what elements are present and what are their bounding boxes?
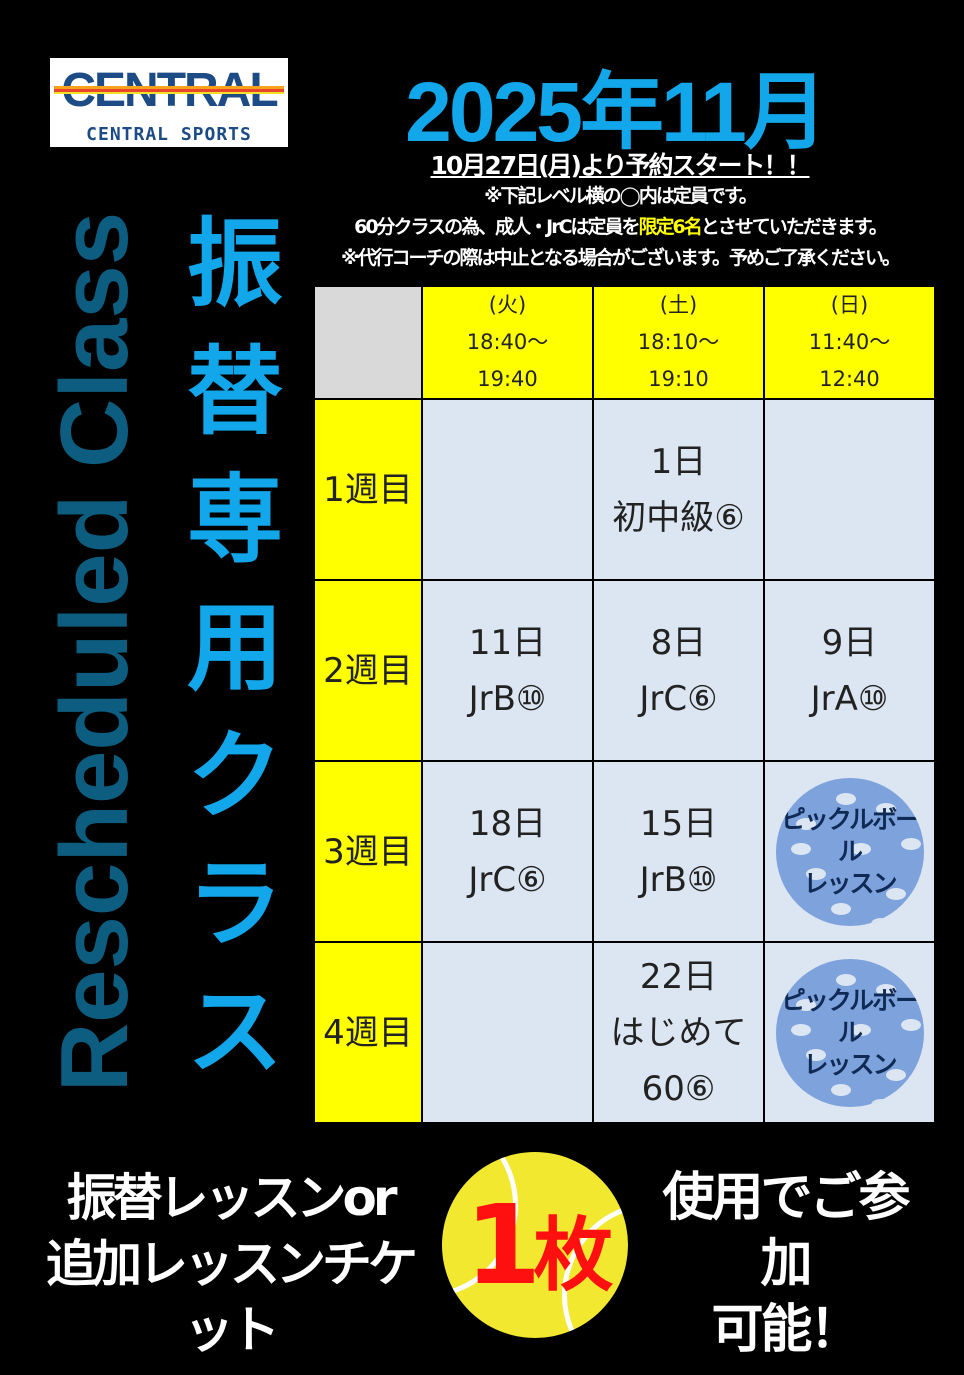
schedule-cell: ピックルボール レッスン — [763, 760, 936, 943]
header-row: (火) 18:40～ 19:40 (土) 18:10～ 19:10 (日) 11:40～ 12:… — [313, 285, 936, 400]
schedule-table: (火) 18:40～ 19:40 (土) 18:10～ 19:10 (日) 11:40～ 12:… — [313, 285, 936, 1124]
class-info: 60⑥ — [641, 1068, 716, 1109]
class-info: 18日 — [468, 803, 547, 844]
vertical-char: 替 — [187, 336, 283, 448]
schedule-cell: ピックルボール レッスン — [763, 941, 936, 1124]
pickleball-icon: ピックルボール レッスン — [775, 958, 924, 1107]
class-info: JrA⑩ — [810, 678, 889, 719]
start-time: 18:10～ — [637, 330, 720, 354]
column-header: (日) 11:40～ 12:40 — [763, 285, 936, 400]
pickleball-icon: ピックルボール レッスン — [775, 777, 924, 926]
class-info: 15日 — [639, 803, 718, 844]
ticket-text-line2: 追加レッスンチケット — [46, 1235, 418, 1359]
week-label: 4週目 — [313, 941, 423, 1124]
week-label: 3週目 — [313, 760, 423, 943]
class-info: JrC⑥ — [639, 678, 718, 719]
schedule-cell — [421, 398, 594, 581]
schedule-cell: 9日 JrA⑩ — [763, 579, 936, 762]
class-info: 9日 — [821, 622, 878, 663]
central-sports-logo: CENTRAL CENTRAL SPORTS — [50, 58, 288, 147]
table-row: 3週目 18日 JrC⑥ 15日 JrB⑩ ピックルボール レッスン — [313, 760, 936, 943]
vertical-japanese-title: 振 替 専 用 ク ラ ス — [185, 200, 285, 1096]
schedule-cell: 22日はじめて 60⑥ — [592, 941, 765, 1124]
class-info: 22日 — [639, 956, 718, 997]
vertical-char: ス — [187, 976, 283, 1088]
class-info: 1日 — [650, 441, 707, 482]
column-header: (土) 18:10～ 19:10 — [592, 285, 765, 400]
schedule-cell: 18日 JrC⑥ — [421, 760, 594, 943]
column-header: (火) 18:40～ 19:40 — [421, 285, 594, 400]
end-time: 12:40 — [819, 367, 880, 391]
class-info: JrB⑩ — [468, 678, 547, 719]
schedule-cell: 15日 JrB⑩ — [592, 760, 765, 943]
vertical-char: 振 — [187, 208, 283, 320]
central-logo-graphic: CENTRAL — [54, 62, 284, 118]
pickleball-label: ピックルボール — [780, 985, 920, 1047]
class-info: 11日 — [468, 622, 547, 663]
class-info: JrB⑩ — [639, 859, 718, 900]
table-row: 4週目 22日はじめて 60⑥ ピックルボール レッスン — [313, 941, 936, 1124]
schedule-cell: 8日 JrC⑥ — [592, 579, 765, 762]
note-limit: 60分クラスの為、成人・JrCは定員を限定6名とさせていただきます。 — [330, 212, 910, 243]
ticket-count: 1枚 — [442, 1170, 628, 1331]
vertical-char: ラ — [187, 848, 283, 960]
notes: 10月27日(月)より予約スタート！！ ※下記レベル横の◯内は定員です。 60分… — [330, 150, 910, 274]
pickleball-label: レッスン — [803, 1049, 897, 1079]
table-row: 1週目 1日初中級⑥ — [313, 398, 936, 581]
class-info: 初中級⑥ — [612, 497, 745, 538]
tennis-ball-icon: 1枚 — [442, 1152, 628, 1338]
schedule-cell: 1日初中級⑥ — [592, 398, 765, 581]
participation-line1: 使用でご参加 — [662, 1168, 910, 1294]
participation-text: 使用でご参加 可能！ — [640, 1165, 930, 1363]
note-limit-a: 60分クラスの為、成人・JrCは定員を — [354, 216, 640, 238]
vertical-char: 用 — [187, 592, 283, 704]
week-label: 1週目 — [313, 398, 423, 581]
note-capacity: ※下記レベル横の◯内は定員です。 — [484, 185, 758, 207]
reservation-start: 10月27日(月)より予約スタート！！ — [430, 151, 812, 180]
note-limit-b: とさせていただきます。 — [700, 216, 888, 238]
weekday: (日) — [830, 293, 869, 317]
pickleball-label: レッスン — [803, 868, 897, 898]
schedule-cell — [763, 398, 936, 581]
vertical-char: ク — [187, 720, 283, 832]
end-time: 19:40 — [477, 367, 538, 391]
end-time: 19:10 — [648, 367, 709, 391]
note-cancel: ※代行コーチの際は中止となる場合がございます。予めご了承ください。 — [340, 247, 901, 269]
ticket-text-line1: 振替レッスンor — [66, 1169, 397, 1227]
logo-subtitle: CENTRAL SPORTS — [86, 124, 252, 145]
participation-line2: 可能！ — [711, 1300, 861, 1360]
ticket-count-number: 1 — [464, 1181, 541, 1309]
class-info: はじめて — [610, 1012, 747, 1053]
class-info: 8日 — [650, 622, 707, 663]
weekday: (土) — [659, 293, 698, 317]
corner-cell — [313, 285, 423, 400]
week-label: 2週目 — [313, 579, 423, 762]
ticket-text: 振替レッスンor 追加レッスンチケット — [30, 1165, 430, 1363]
weekday: (火) — [488, 293, 527, 317]
vertical-char: 専 — [187, 464, 283, 576]
start-time: 18:40～ — [466, 330, 549, 354]
table-row: 2週目 11日 JrB⑩ 8日 JrC⑥ 9日 JrA⑩ — [313, 579, 936, 762]
class-info: JrC⑥ — [468, 859, 547, 900]
start-time: 11:40～ — [808, 330, 891, 354]
pickleball-label: ピックルボール — [780, 804, 920, 866]
vertical-english-title: Rescheduled Class — [41, 211, 148, 1093]
schedule-cell — [421, 941, 594, 1124]
ticket-count-unit: 枚 — [533, 1209, 613, 1302]
page-title: 2025年11月 — [405, 65, 828, 159]
note-limit-highlight: 限定6名 — [638, 216, 703, 238]
schedule-cell: 11日 JrB⑩ — [421, 579, 594, 762]
